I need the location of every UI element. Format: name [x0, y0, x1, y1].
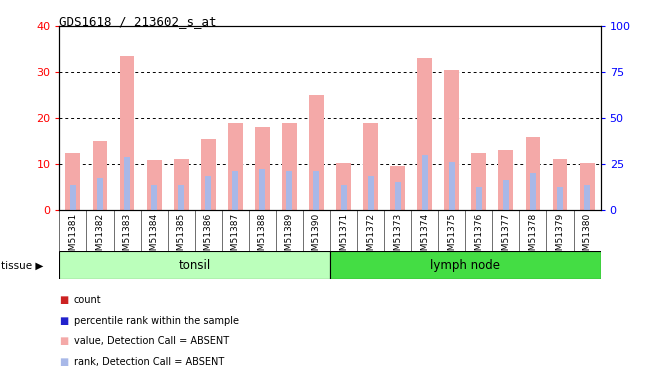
Bar [363, 123, 378, 210]
Bar [579, 163, 595, 210]
Text: GDS1618 / 213602_s_at: GDS1618 / 213602_s_at [59, 15, 217, 28]
Bar [232, 171, 238, 210]
Text: count: count [74, 295, 102, 305]
Bar [119, 56, 135, 210]
Bar [228, 123, 243, 210]
Bar [201, 139, 216, 210]
Bar [178, 185, 184, 210]
Text: rank, Detection Call = ABSENT: rank, Detection Call = ABSENT [74, 357, 224, 367]
Bar [282, 123, 297, 210]
Text: lymph node: lymph node [430, 259, 500, 272]
Bar [259, 169, 265, 210]
Text: ■: ■ [59, 316, 69, 326]
Bar [97, 178, 103, 210]
Bar [65, 153, 81, 210]
Bar [286, 171, 292, 210]
Bar [530, 173, 536, 210]
Bar [444, 70, 459, 210]
Text: percentile rank within the sample: percentile rank within the sample [74, 316, 239, 326]
Bar [341, 185, 346, 210]
Bar [395, 183, 401, 210]
Bar [147, 160, 162, 210]
Bar [174, 159, 189, 210]
Text: tissue ▶: tissue ▶ [1, 260, 43, 270]
Bar [124, 157, 130, 210]
Bar [70, 185, 76, 210]
Bar [417, 58, 432, 210]
Bar [92, 141, 108, 210]
Bar [368, 176, 374, 210]
Bar [498, 150, 513, 210]
Bar [336, 163, 351, 210]
Bar [471, 153, 486, 210]
Text: value, Detection Call = ABSENT: value, Detection Call = ABSENT [74, 336, 229, 346]
Bar [584, 185, 590, 210]
Text: tonsil: tonsil [179, 259, 211, 272]
Bar [309, 95, 324, 210]
Text: ■: ■ [59, 295, 69, 305]
Bar [552, 159, 568, 210]
Bar [390, 166, 405, 210]
Bar [330, 251, 601, 279]
Text: ■: ■ [59, 357, 69, 367]
Bar [205, 176, 211, 210]
Bar [151, 185, 157, 210]
Bar [255, 128, 270, 210]
Bar [314, 171, 319, 210]
Bar [476, 187, 482, 210]
Bar [449, 162, 455, 210]
Bar [59, 251, 330, 279]
Bar [503, 180, 509, 210]
Bar [422, 155, 428, 210]
Text: ■: ■ [59, 336, 69, 346]
Bar [525, 137, 541, 210]
Bar [557, 187, 563, 210]
